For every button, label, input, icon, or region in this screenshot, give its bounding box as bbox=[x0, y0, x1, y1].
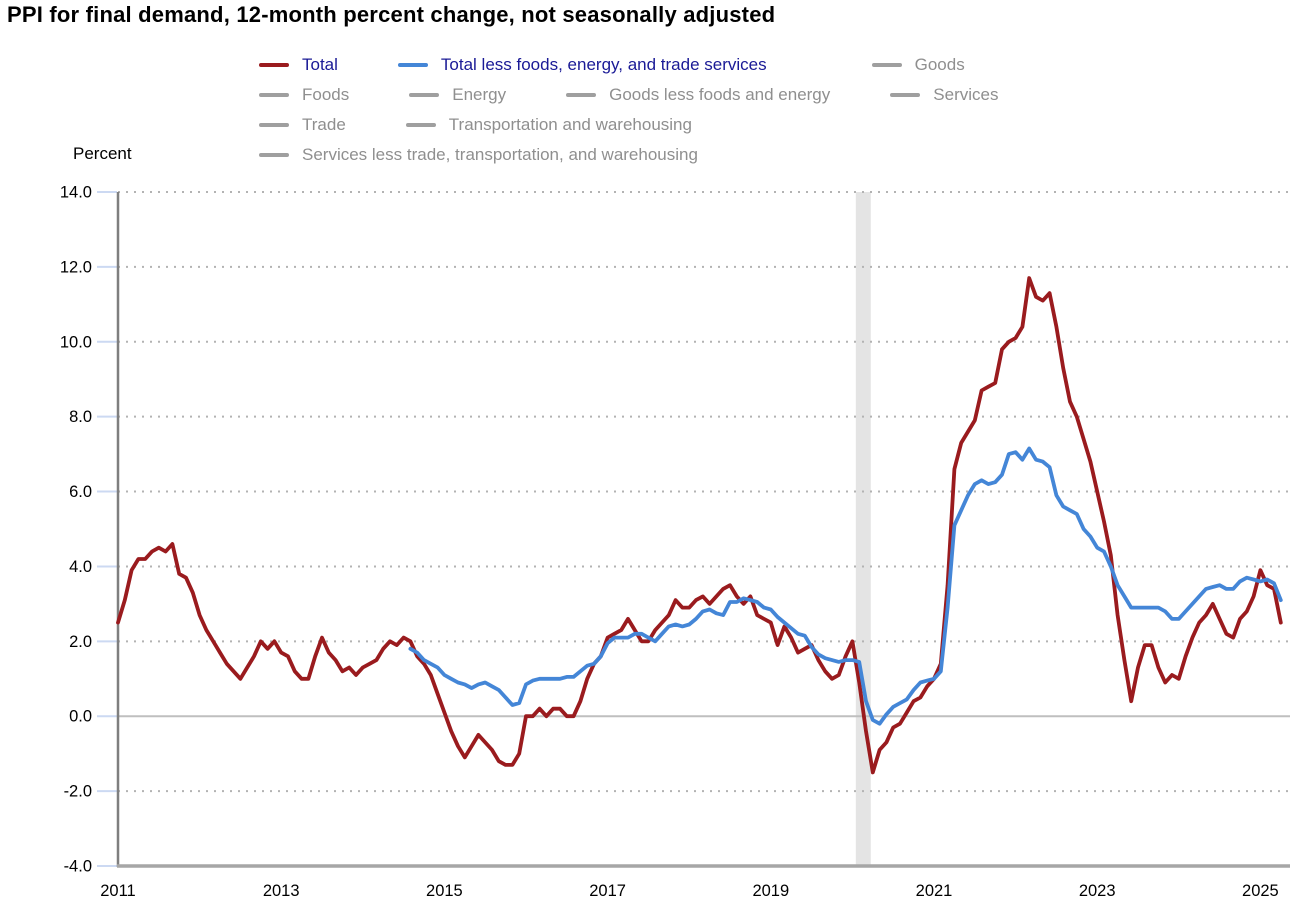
y-tick-label: 8.0 bbox=[69, 408, 92, 426]
recession-band bbox=[855, 192, 871, 866]
legend-line-swatch-icon bbox=[259, 93, 289, 97]
legend-line-swatch-icon bbox=[871, 63, 902, 67]
x-tick-label: 2025 bbox=[1242, 882, 1279, 900]
y-tick-label: 12.0 bbox=[60, 258, 92, 276]
legend-line-swatch-icon bbox=[890, 93, 921, 97]
legend: Total Total less foods, energy, and trade… bbox=[259, 50, 998, 170]
y-tick-label: -4.0 bbox=[64, 858, 92, 876]
legend-line-swatch-icon bbox=[409, 93, 440, 97]
legend-item-transportation-and-warehousing[interactable]: Transportation and warehousing bbox=[405, 115, 692, 135]
legend-row-2: Foods Energy Goods less foods and energy Se… bbox=[259, 80, 998, 110]
y-tick-label: 2.0 bbox=[69, 633, 92, 651]
x-tick-label: 2021 bbox=[916, 882, 953, 900]
legend-item-label: Trade bbox=[302, 115, 346, 134]
legend-row-4: Services less trade, transportation, and… bbox=[259, 140, 998, 170]
legend-item-label: Energy bbox=[452, 85, 507, 104]
x-tick-label: 2019 bbox=[752, 882, 789, 900]
legend-item-label: Services bbox=[933, 85, 999, 104]
legend-line-swatch-icon bbox=[259, 153, 289, 157]
x-tick-label: 2017 bbox=[589, 882, 626, 900]
legend-line-swatch-icon bbox=[259, 63, 289, 67]
legend-row-1: Total Total less foods, energy, and trade… bbox=[259, 50, 998, 80]
legend-line-swatch-icon bbox=[566, 93, 597, 97]
x-tick-label: 2015 bbox=[426, 882, 463, 900]
series-line-total[interactable] bbox=[116, 276, 1283, 775]
legend-item-foods[interactable]: Foods bbox=[259, 85, 349, 105]
legend-item-goods-less-foods-and-energy[interactable]: Goods less foods and energy bbox=[566, 85, 830, 105]
x-tick-label: 2013 bbox=[263, 882, 300, 900]
legend-item-total-less-foods-energy-and-trade-services[interactable]: Total less foods, energy, and trade serv… bbox=[397, 55, 767, 75]
legend-item-label: Services less trade, transportation, and… bbox=[302, 145, 698, 164]
legend-item-trade[interactable]: Trade bbox=[259, 115, 346, 135]
legend-line-swatch-icon bbox=[397, 63, 428, 67]
legend-line-swatch-icon bbox=[405, 123, 436, 127]
x-tick-label: 2011 bbox=[100, 882, 135, 900]
legend-item-label: Total less foods, energy, and trade serv… bbox=[440, 55, 767, 74]
legend-item-total[interactable]: Total bbox=[259, 55, 338, 75]
legend-item-label: Foods bbox=[302, 85, 350, 104]
y-tick-label: 10.0 bbox=[60, 333, 92, 351]
y-tick-label: 14.0 bbox=[60, 184, 92, 202]
legend-item-services[interactable]: Services bbox=[890, 85, 998, 105]
y-tick-label: 4.0 bbox=[69, 558, 92, 576]
legend-item-goods[interactable]: Goods bbox=[871, 55, 965, 75]
legend-item-label: Total bbox=[302, 55, 338, 74]
series-line-total-less-foods-energy-and-trade-services[interactable] bbox=[408, 446, 1283, 726]
legend-row-3: Trade Transportation and warehousing bbox=[259, 110, 998, 140]
y-tick-label: 6.0 bbox=[69, 483, 92, 501]
legend-item-label: Goods bbox=[914, 55, 965, 74]
y-tick-label: 0.0 bbox=[69, 708, 92, 726]
legend-item-label: Transportation and warehousing bbox=[448, 115, 692, 134]
legend-line-swatch-icon bbox=[259, 123, 289, 127]
legend-item-label: Goods less foods and energy bbox=[609, 85, 831, 104]
y-tick-label: -2.0 bbox=[64, 783, 92, 801]
chart-title: PPI for final demand, 12-month percent c… bbox=[7, 2, 776, 27]
legend-item-services-less-trade-transportation-and-warehousing[interactable]: Services less trade, transportation, and… bbox=[259, 145, 698, 165]
y-axis-title: Percent bbox=[73, 144, 132, 163]
legend-item-energy[interactable]: Energy bbox=[409, 85, 506, 105]
x-tick-label: 2023 bbox=[1079, 882, 1116, 900]
